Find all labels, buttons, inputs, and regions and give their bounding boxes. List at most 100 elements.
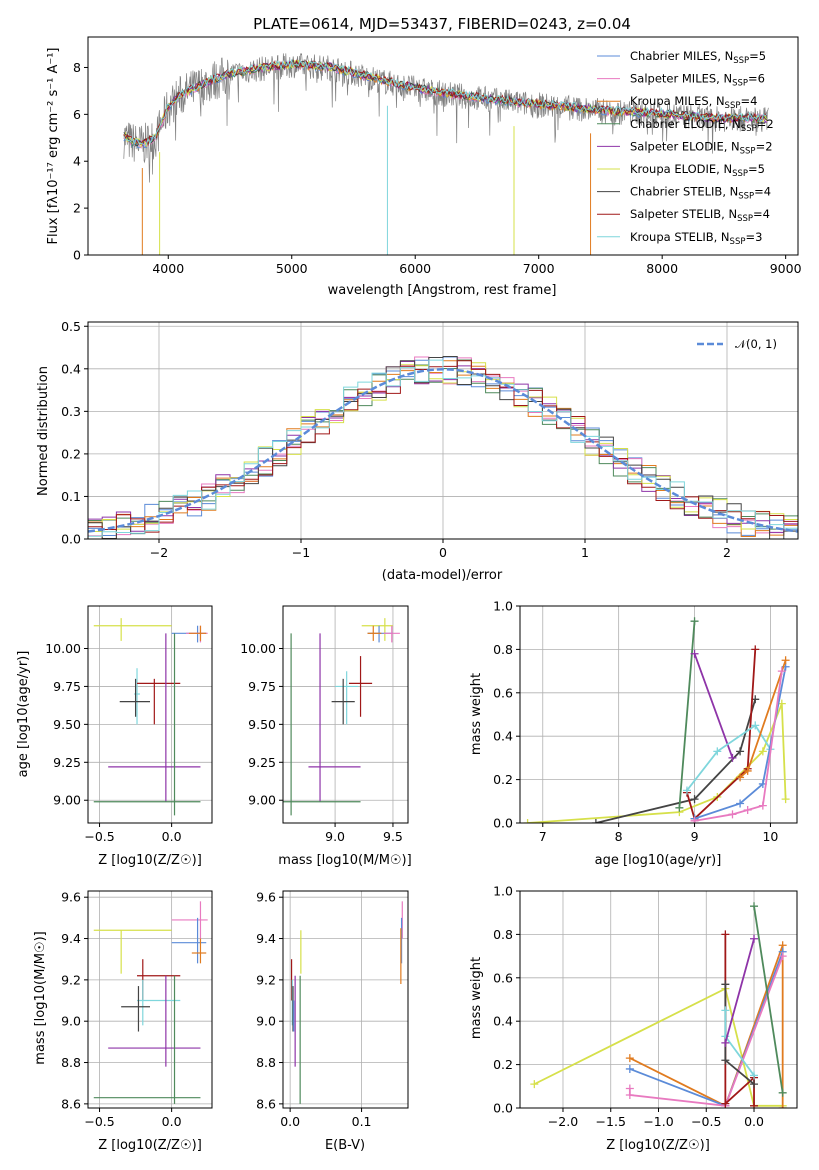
weight-vs-z-ytick-label-1: 0.2 bbox=[493, 1057, 513, 1072]
age-vs-z-xtick-label-0: −0.5 bbox=[84, 829, 114, 844]
weight-vs-age-xtick-label-1: 8 bbox=[615, 829, 623, 844]
age-vs-z-ylabel: age [log10(age/yr)] bbox=[16, 651, 31, 778]
age-vs-mass-xtick-label-1: 9.5 bbox=[383, 829, 403, 844]
weight-vs-age-marker-chabrier_miles-1 bbox=[736, 799, 745, 808]
weight-vs-z-marker-kroupa_miles-3 bbox=[778, 1104, 787, 1108]
weight-vs-z-ytick-label-4: 0.8 bbox=[493, 927, 513, 942]
spectrum-panel: PLATE=0614, MJD=53437, FIBERID=0243, z=0… bbox=[46, 15, 802, 298]
weight-vs-z-ytick-label-0: 0.0 bbox=[493, 1101, 513, 1116]
weight-vs-age-marker-salpeter_miles-2 bbox=[743, 805, 752, 814]
residuals-panel: −2 −1 0 1 2 0.0 0.1 0.2 0.3 0.4 0.5 (data-model)/e… bbox=[36, 319, 799, 583]
spectrum-frame bbox=[87, 36, 799, 256]
age-vs-z-ytick-label-0: 9.00 bbox=[53, 793, 81, 808]
mass-vs-ebv-ytick-label-0: 8.6 bbox=[256, 1096, 276, 1111]
weight-vs-z-xtick-label-4: 0.0 bbox=[744, 1114, 764, 1129]
spectrum-legend-label-7: Salpeter STELIB, NSSP=4 bbox=[630, 207, 770, 224]
weight-vs-age-ytick-label-4: 0.8 bbox=[493, 642, 513, 657]
spectrum-xtick-label-2: 6000 bbox=[399, 261, 431, 276]
residuals-ytick-label-3: 0.3 bbox=[61, 404, 81, 419]
spectrum-ylabel: Flux [fλ10⁻¹⁷ erg cm⁻² s⁻¹ A⁻¹] bbox=[46, 48, 61, 245]
weight-vs-age-marker-kroupa_miles-2 bbox=[781, 656, 790, 665]
clip-age-vs-mass-layer bbox=[283, 618, 400, 816]
weight-vs-z-line-kroupa_elodie bbox=[533, 987, 783, 1107]
weight-vs-z-marker-chabrier_elodie-1 bbox=[778, 1088, 787, 1097]
weight-vs-z-marker-kroupa_miles-0 bbox=[625, 1054, 634, 1063]
weight-vs-age-line-chabrier_elodie bbox=[678, 621, 696, 808]
weight-vs-age-marker-kroupa_miles-0 bbox=[736, 773, 745, 782]
weight-vs-z-panel: −2.0 −1.5 −1.0 −0.5 0.0 0.0 0.2 0.4 0.6 0.8 1.0 Z … bbox=[469, 884, 798, 1153]
mass-vs-z-xlabel: Z [log10(Z/Z☉)] bbox=[98, 1138, 202, 1153]
weight-vs-age-marker-kroupa_stelib-1 bbox=[713, 747, 722, 756]
weight-vs-z-marker-salpeter_stelib-3 bbox=[750, 1101, 759, 1108]
mass-vs-ebv-ytick-label-3: 9.2 bbox=[256, 972, 276, 987]
weight-vs-z-xtick-label-3: −0.5 bbox=[691, 1114, 721, 1129]
weight-vs-age-marker-salpeter_miles-0 bbox=[690, 816, 699, 823]
weight-vs-age-line-kroupa_stelib bbox=[686, 724, 772, 792]
weight-vs-z-marker-kroupa_stelib-2 bbox=[750, 1071, 759, 1080]
age-vs-mass-ytick-label-4: 10.00 bbox=[240, 641, 276, 656]
age-vs-z-xlabel: Z [log10(Z/Z☉)] bbox=[98, 853, 202, 868]
residuals-ytick-label-5: 0.5 bbox=[61, 319, 81, 334]
weight-vs-age-marker-kroupa_miles-1 bbox=[743, 766, 752, 775]
residuals-ytick-label-0: 0.0 bbox=[61, 532, 81, 547]
weight-vs-z-marker-chabrier_stelib-2 bbox=[750, 1080, 759, 1089]
weight-vs-z-marker-chabrier_miles-0 bbox=[625, 1064, 634, 1073]
age-vs-z-frame bbox=[87, 605, 213, 824]
mass-vs-z-panel: −0.5 0.0 8.6 8.8 9.0 9.2 9.4 9.6 Z [log10(Z/Z☉)… bbox=[33, 890, 213, 1153]
weight-vs-age-ytick-label-5: 1.0 bbox=[493, 599, 513, 614]
weight-vs-age-marker-kroupa_stelib-2 bbox=[751, 721, 760, 730]
spectrum-legend-label-8: Kroupa STELIB, NSSP=3 bbox=[630, 230, 762, 247]
gauss-legend-label: 𝒩(0, 1) bbox=[735, 337, 777, 351]
age-vs-mass-frame bbox=[282, 605, 409, 824]
spectrum-xtick-label-5: 9000 bbox=[770, 261, 802, 276]
weight-vs-age-marker-salpeter_miles-1 bbox=[728, 810, 737, 819]
weight-vs-age-marker-chabrier_stelib-0 bbox=[591, 819, 600, 823]
weight-vs-z-marker-salpeter_stelib-0 bbox=[721, 930, 730, 939]
residuals-xtick-label-1: −1 bbox=[292, 545, 310, 560]
age-vs-mass-xlabel: mass [log10(M/M☉)] bbox=[278, 853, 411, 868]
weight-vs-age-ytick-label-2: 0.4 bbox=[493, 729, 513, 744]
residuals-ytick-label-4: 0.4 bbox=[61, 361, 81, 376]
weight-vs-age-ytick-label-1: 0.2 bbox=[493, 772, 513, 787]
weight-vs-age-line-salpeter_elodie bbox=[693, 653, 734, 759]
mass-vs-z-ytick-label-3: 9.2 bbox=[61, 972, 81, 987]
spectrum-title: PLATE=0614, MJD=53437, FIBERID=0243, z=0… bbox=[253, 15, 631, 33]
weight-vs-z-xlabel: Z [log10(Z/Z☉)] bbox=[606, 1138, 710, 1153]
weight-vs-z-line-salpeter_elodie bbox=[724, 938, 755, 1044]
age-vs-z-ytick-label-2: 9.50 bbox=[53, 717, 81, 732]
mass-vs-z-ytick-label-5: 9.6 bbox=[61, 890, 81, 905]
mass-vs-z-ytick-label-4: 9.4 bbox=[61, 931, 81, 946]
weight-vs-age-marker-kroupa_elodie-5 bbox=[781, 795, 790, 804]
weight-vs-age-line-chabrier_stelib bbox=[595, 699, 757, 823]
weight-vs-age-marker-chabrier_elodie-0 bbox=[675, 803, 684, 812]
spectrum-ytick-label-1: 2 bbox=[73, 201, 81, 216]
weight-vs-age-marker-salpeter_miles-3 bbox=[758, 801, 767, 810]
spectrum-xtick-label-1: 5000 bbox=[276, 261, 308, 276]
clip-weight-vs-z-layer bbox=[530, 902, 787, 1108]
spectrum-ytick-label-0: 0 bbox=[73, 248, 81, 263]
weight-vs-age-xtick-label-3: 10 bbox=[762, 829, 778, 844]
mass-vs-ebv-ytick-label-4: 9.4 bbox=[256, 931, 276, 946]
weight-vs-z-marker-kroupa_stelib-0 bbox=[721, 1006, 730, 1015]
residuals-xlabel: (data-model)/error bbox=[382, 568, 503, 583]
spectrum-legend-label-4: Salpeter ELODIE, NSSP=2 bbox=[630, 139, 773, 156]
age-vs-z-ytick-label-4: 10.00 bbox=[45, 641, 81, 656]
weight-vs-age-marker-chabrier_elodie-1 bbox=[690, 617, 699, 626]
weight-vs-z-ylabel: mass weight bbox=[469, 957, 484, 1039]
age-vs-mass-ytick-label-3: 9.75 bbox=[248, 679, 276, 694]
weight-vs-age-panel: 7 8 9 10 0.0 0.2 0.4 0.6 0.8 1.0 age [log10(age/y… bbox=[469, 599, 798, 868]
spectrum-legend: Chabrier MILES, NSSP=5 Salpeter MILES, NS… bbox=[597, 49, 774, 247]
mass-vs-z-xtick-label-0: −0.5 bbox=[84, 1114, 114, 1129]
weight-vs-z-line-kroupa_miles bbox=[629, 944, 784, 1108]
weight-vs-z-line-chabrier_elodie bbox=[753, 906, 784, 1093]
spectrum-legend-label-6: Chabrier STELIB, NSSP=4 bbox=[630, 185, 771, 202]
mass-vs-ebv-panel: 0.0 0.1 8.6 8.8 9.0 9.2 9.4 9.6 E(B-V) bbox=[256, 890, 409, 1153]
weight-vs-z-xtick-label-2: −1.0 bbox=[643, 1114, 673, 1129]
spectrum-ytick-label-4: 8 bbox=[73, 60, 81, 75]
residuals-xtick-label-4: 2 bbox=[723, 545, 731, 560]
weight-vs-z-marker-salpeter_stelib-1 bbox=[721, 1099, 730, 1108]
weight-vs-z-xtick-label-1: −1.5 bbox=[596, 1114, 626, 1129]
weight-vs-age-ylabel: mass weight bbox=[469, 673, 484, 755]
spectrum-xtick-label-4: 8000 bbox=[646, 261, 678, 276]
age-vs-z-ytick-label-3: 9.75 bbox=[53, 679, 81, 694]
